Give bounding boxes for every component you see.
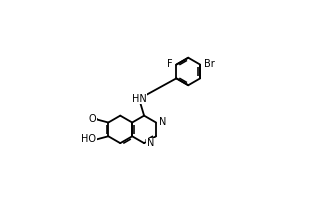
Text: F: F <box>167 59 173 69</box>
Text: O: O <box>88 114 96 124</box>
Text: N: N <box>147 138 154 148</box>
Text: N: N <box>158 117 166 127</box>
Text: Br: Br <box>204 59 215 69</box>
Text: HO: HO <box>81 134 96 144</box>
Text: HN: HN <box>132 94 146 104</box>
